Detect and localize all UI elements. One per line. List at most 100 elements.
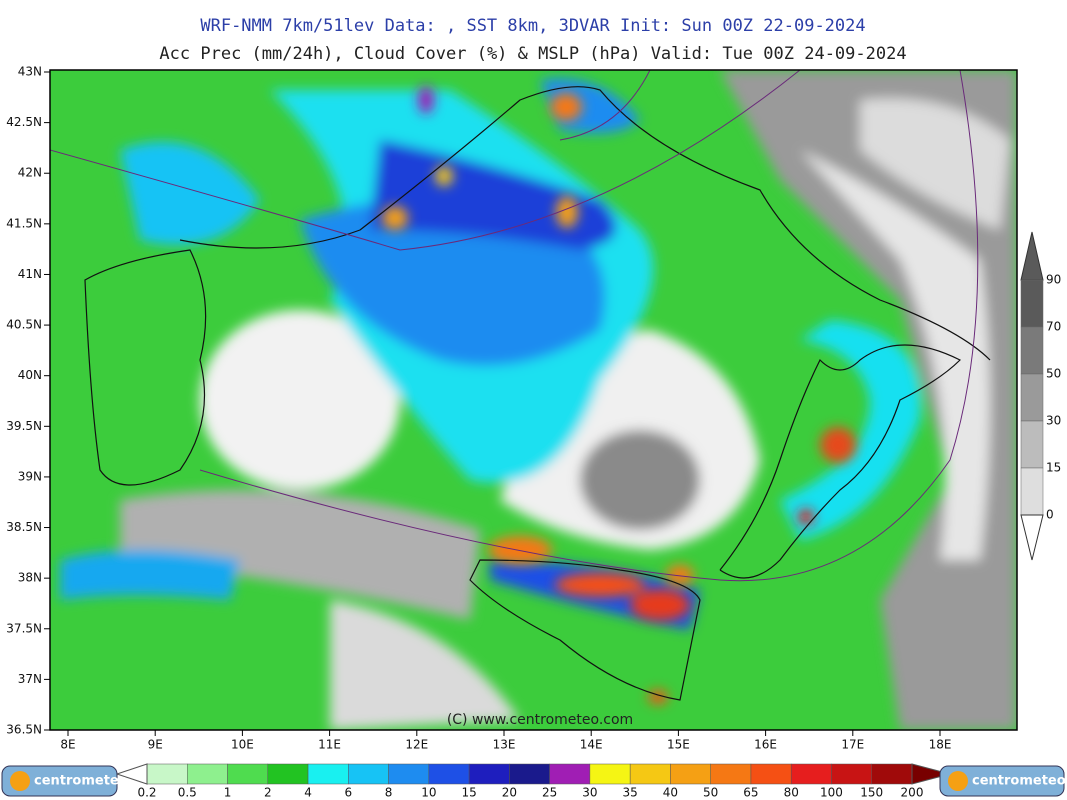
scale-swatch	[1020, 373, 1044, 422]
precip-label: 4	[304, 786, 312, 800]
scale-swatch	[187, 763, 228, 785]
precip-label: 65	[743, 786, 758, 800]
lat-label: 39N	[18, 469, 42, 483]
scale-swatch	[227, 763, 269, 785]
logo-text: centrometeo	[972, 774, 1066, 789]
precip-label: 20	[502, 786, 517, 800]
precip-label: 200	[901, 786, 924, 800]
logo-text: centrometeo	[34, 774, 128, 789]
scale-swatch	[589, 763, 631, 785]
precip-label: 10	[421, 786, 436, 800]
logo-box	[1, 765, 118, 797]
scale-arrow	[1020, 231, 1044, 281]
cloud-label: 90	[1046, 273, 1061, 287]
title: WRF-NMM 7km/51lev Data: , SST 8km, 3DVAR…	[200, 16, 865, 36]
lat-label: 41.5N	[6, 216, 42, 230]
precip-label: 2	[264, 786, 272, 800]
axes: 43N 42.5N 42N 41.5N 41N 40.5N 40N 39.5N 39N 38.5N…	[6, 65, 951, 752]
lat-label: 41N	[18, 267, 42, 281]
cloud-label: 30	[1046, 414, 1061, 428]
cloud-label: 15	[1046, 461, 1061, 475]
scale-arrow	[115, 763, 148, 785]
heavy-precip	[382, 86, 856, 704]
scale-swatch	[307, 763, 349, 785]
lon-label: 15E	[667, 738, 690, 752]
lon-label: 11E	[318, 738, 341, 752]
lat-label: 40N	[18, 368, 42, 382]
lon-label: 8E	[60, 738, 75, 752]
scale-swatch	[1020, 467, 1044, 516]
precip-label: 35	[623, 786, 638, 800]
precip-label: 150	[860, 786, 883, 800]
scale-swatch	[750, 763, 792, 785]
scale-arrow	[1020, 514, 1044, 561]
coastlines	[84, 86, 991, 701]
lat-label: 38.5N	[6, 520, 42, 534]
lon-label: 18E	[929, 738, 952, 752]
logo-box	[939, 765, 1065, 797]
lon-label: 12E	[405, 738, 428, 752]
precip-label: 1	[224, 786, 232, 800]
precip-label: 40	[663, 786, 678, 800]
scale-swatch	[428, 763, 470, 785]
precip-label: 25	[542, 786, 557, 800]
cloud-scale: 90 70 50 30 15 0	[1020, 231, 1061, 561]
precip-label: 30	[582, 786, 597, 800]
scale-swatch	[831, 763, 872, 785]
precip-label: 0.5	[178, 786, 197, 800]
precip-label: 0.2	[137, 786, 156, 800]
lat-label: 37.5N	[6, 621, 42, 635]
scale-swatch	[1020, 420, 1044, 469]
scale-swatch	[509, 763, 550, 785]
lat-label: 37N	[18, 672, 42, 686]
lat-label: 40.5N	[6, 318, 42, 332]
cloud-label: 0	[1046, 508, 1054, 522]
cloud-label: 70	[1046, 320, 1061, 334]
lat-label: 42.5N	[6, 115, 42, 129]
lat-label: 36.5N	[6, 723, 42, 737]
scale-swatch	[348, 763, 389, 785]
scale-swatch	[146, 763, 188, 785]
scale-swatch	[267, 763, 309, 785]
scale-swatch	[549, 763, 591, 785]
precip-label: 80	[784, 786, 799, 800]
logo-icon	[10, 771, 30, 791]
lon-label: 9E	[148, 738, 163, 752]
precip-label: 6	[344, 786, 352, 800]
precip-label: 15	[461, 786, 476, 800]
credit: (C) www.centrometeo.com	[447, 712, 633, 728]
lon-label: 16E	[754, 738, 777, 752]
map-field	[50, 70, 1017, 730]
scale-swatch	[468, 763, 510, 785]
scale-swatch	[1020, 326, 1044, 375]
lat-label: 43N	[18, 65, 42, 79]
scale-swatch	[670, 763, 711, 785]
precip-scale: 0.2 0.5 1 2 4 6 8 10 15 20 25 30 35 40 50 65 80 100 150 200	[115, 763, 952, 800]
lat-label: 42N	[18, 166, 42, 180]
logo-left: centrometeo	[1, 765, 128, 797]
scale-swatch	[790, 763, 832, 785]
lon-label: 10E	[231, 738, 254, 752]
isobars	[50, 70, 979, 582]
lon-label: 13E	[493, 738, 516, 752]
scale-swatch	[629, 763, 671, 785]
precip-label: 100	[820, 786, 843, 800]
lon-label: 17E	[841, 738, 864, 752]
logo-right: centrometeo	[939, 765, 1066, 797]
scale-swatch	[388, 763, 430, 785]
map-frame	[49, 69, 1018, 731]
scale-arrow	[911, 763, 952, 785]
scale-swatch	[710, 763, 752, 785]
lat-label: 38N	[18, 571, 42, 585]
cloud-label: 50	[1046, 367, 1061, 381]
subtitle: Acc Prec (mm/24h), Cloud Cover (%) & MSL…	[159, 44, 906, 64]
scale-swatch	[1020, 279, 1044, 328]
lat-label: 39.5N	[6, 419, 42, 433]
precip-label: 50	[703, 786, 718, 800]
logo-icon	[948, 771, 968, 791]
precip-label: 8	[385, 786, 393, 800]
lon-label: 14E	[580, 738, 603, 752]
scale-swatch	[871, 763, 913, 785]
